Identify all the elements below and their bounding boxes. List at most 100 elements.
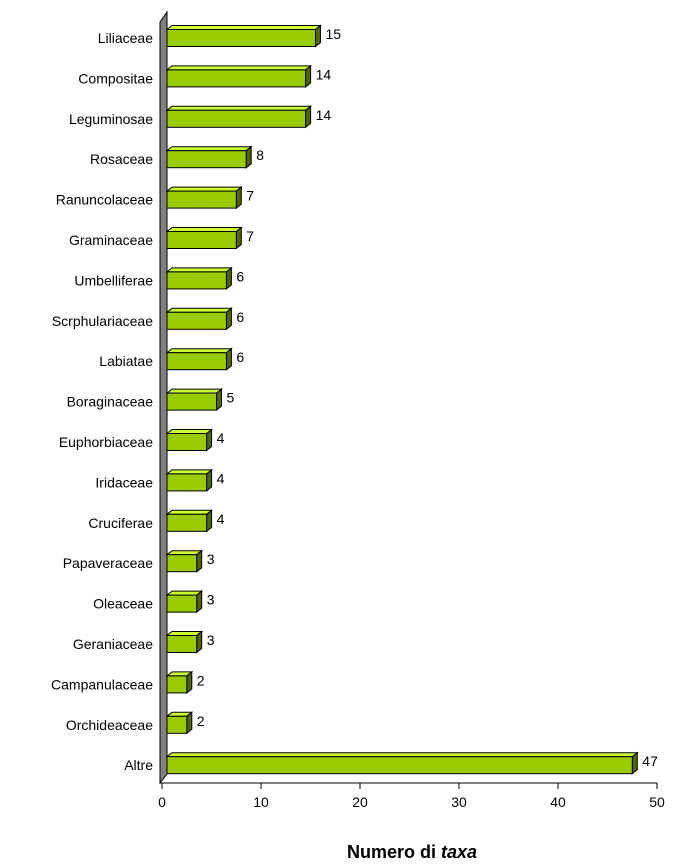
value-label: 47 (642, 753, 658, 769)
category-label: Campanulaceae (51, 676, 153, 692)
bar-front-face (166, 756, 633, 775)
bar-front-face (166, 29, 316, 47)
bar (165, 64, 313, 88)
value-label: 14 (316, 66, 332, 82)
bar-side-face (196, 549, 203, 573)
bar (165, 590, 204, 614)
category-labels: Liliaceae Compositae Leguminosae Rosaceae Ra… (51, 30, 153, 773)
bar (165, 509, 214, 533)
bar-side-face (206, 428, 213, 452)
x-axis: 0 10 20 30 40 50 (158, 782, 665, 810)
bar (165, 711, 194, 735)
category-label: Scrphulariaceae (52, 313, 153, 329)
category-label: Boraginaceae (67, 394, 154, 410)
bar-front-face (166, 635, 198, 653)
x-tick-label: 20 (352, 794, 368, 810)
bar (165, 307, 233, 331)
value-label: 7 (246, 228, 254, 244)
bar-top-face (165, 307, 233, 313)
value-label: 7 (246, 188, 254, 204)
axis-wall-panel (159, 10, 168, 785)
category-label: Leguminosae (69, 111, 153, 127)
x-tick-label: 10 (253, 794, 269, 810)
bar-top-face (165, 348, 233, 354)
value-label: 3 (207, 551, 215, 567)
x-tick-label: 40 (550, 794, 566, 810)
bar (165, 468, 214, 492)
bar (165, 428, 214, 452)
bar-front-face (166, 311, 227, 330)
x-axis-title-italic: taxa (441, 842, 477, 862)
bar-front-face (166, 715, 188, 734)
bar-top-face (165, 65, 313, 71)
category-label: Euphorbiaceae (59, 434, 153, 450)
bar-side-face (206, 468, 213, 492)
bar (165, 24, 322, 48)
bar-top-face (165, 25, 322, 30)
bar (165, 105, 313, 129)
category-label: Compositae (78, 70, 153, 86)
bar (165, 388, 223, 412)
bar-side-face (186, 670, 193, 694)
bar-front-face (166, 150, 247, 169)
bar-side-face (206, 509, 213, 533)
value-label: 14 (316, 107, 332, 123)
category-label: Altre (124, 757, 153, 773)
bar-front-face (166, 675, 188, 694)
category-label: Cruciferae (88, 515, 153, 531)
value-label: 2 (197, 713, 205, 729)
bar-top-face (165, 429, 214, 434)
value-label: 6 (236, 309, 244, 325)
category-label: Orchideaceae (66, 717, 153, 733)
bar-side-face (216, 388, 222, 412)
bars (165, 24, 639, 775)
value-label: 3 (207, 592, 215, 608)
bar-side-face (235, 186, 242, 210)
bar (165, 186, 243, 210)
bar (165, 549, 204, 573)
bar-front-face (166, 231, 237, 249)
bar-top-face (165, 388, 223, 394)
bar-front-face (166, 190, 237, 209)
value-label: 6 (236, 349, 244, 365)
bar-top-face (165, 186, 243, 192)
x-axis-title-prefix: Numero di (347, 842, 441, 862)
value-label: 15 (326, 26, 342, 42)
value-label: 3 (207, 632, 215, 648)
x-tick-label: 30 (451, 794, 467, 810)
bar-front-face (166, 392, 217, 411)
category-label: Labiatae (99, 353, 153, 369)
bar-front-face (166, 109, 307, 128)
bar (165, 266, 233, 290)
bar (165, 751, 639, 775)
category-label: Umbelliferae (74, 272, 153, 288)
bar-top-face (165, 631, 204, 636)
bar (165, 347, 233, 371)
bar (165, 145, 253, 169)
value-label: 8 (256, 147, 264, 163)
value-label: 6 (236, 268, 244, 284)
value-label: 2 (197, 672, 205, 688)
x-tick-label: 0 (158, 794, 166, 810)
category-label: Papaveraceae (63, 555, 154, 571)
bar-top-face (165, 227, 243, 232)
category-label: Rosaceae (90, 151, 153, 167)
bar-front-face (166, 594, 198, 613)
x-tick-label: 50 (649, 794, 665, 810)
bar-top-face (165, 267, 233, 273)
bar-top-face (165, 550, 204, 556)
axis-wall (159, 10, 168, 785)
bar-side-face (225, 307, 232, 331)
bar-side-face (186, 711, 193, 735)
value-label: 5 (227, 390, 235, 406)
bar-side-face (225, 347, 232, 371)
bar-front-face (166, 352, 227, 371)
bar-side-face (631, 751, 638, 775)
category-label: Iridaceae (95, 474, 153, 490)
bar-front-face (166, 554, 198, 573)
bar-top-face (165, 752, 639, 758)
x-axis-title: Numero di taxa (347, 842, 477, 862)
category-label: Ranuncolaceae (56, 192, 154, 208)
